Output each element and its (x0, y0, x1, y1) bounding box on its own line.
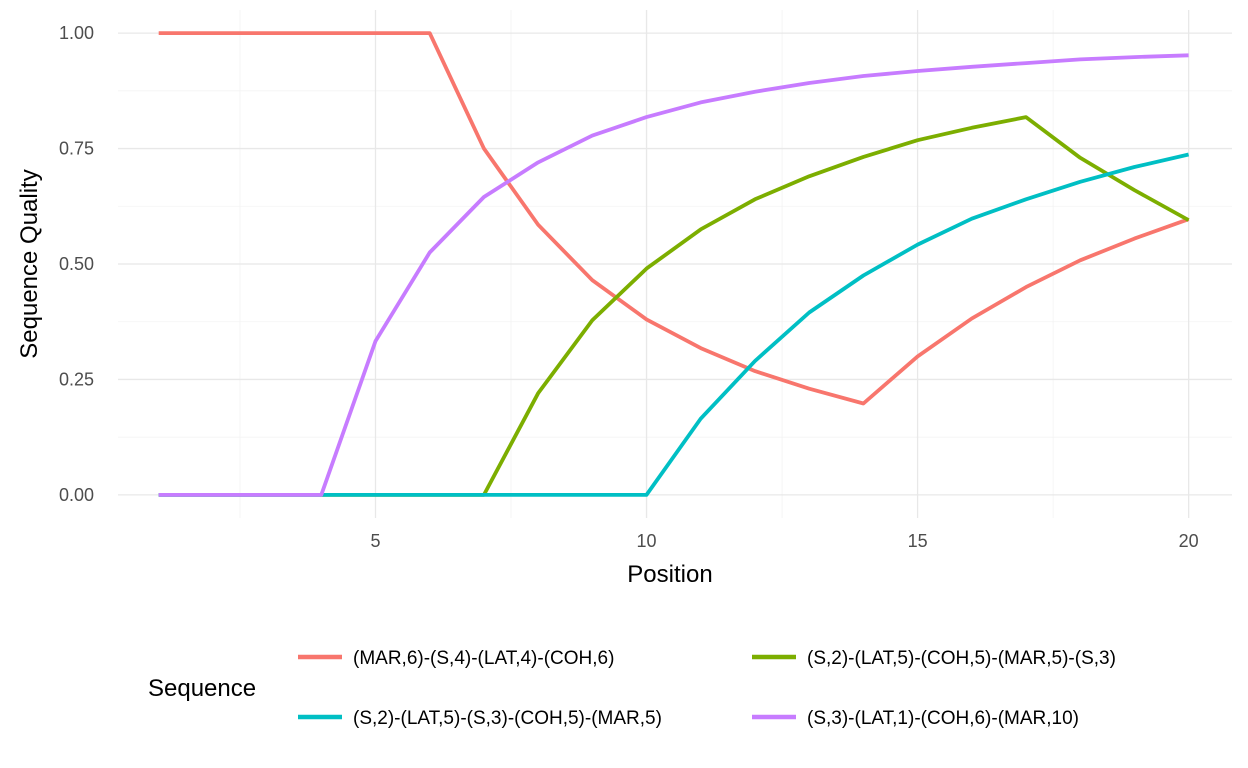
legend-label-3: (S,2)-(LAT,5)-(S,3)-(COH,5)-(MAR,5) (353, 708, 662, 729)
legend-label-4: (S,3)-(LAT,1)-(COH,6)-(MAR,10) (807, 708, 1079, 729)
legend-label-2: (S,2)-(LAT,5)-(COH,5)-(MAR,5)-(S,3) (807, 648, 1116, 669)
legend-label-1: (MAR,6)-(S,4)-(LAT,4)-(COH,6) (353, 648, 614, 669)
series-line-4 (158, 53, 1189, 497)
series-line-1 (158, 31, 1190, 406)
x-axis-title: Position (627, 561, 712, 588)
y-tick-label: 0.75 (59, 139, 94, 159)
series-line-3 (158, 152, 1190, 497)
y-tick-label: 0.25 (59, 369, 94, 389)
x-tick-label: 10 (637, 531, 657, 551)
x-tick-label: 15 (908, 531, 928, 551)
y-tick-label: 0.50 (59, 254, 94, 274)
legend: (MAR,6)-(S,4)-(LAT,4)-(COH,6) (S,2)-(LAT,… (298, 648, 1116, 729)
series-lines (158, 31, 1190, 497)
y-axis-title: Sequence Quality (16, 169, 43, 358)
legend-title: Sequence (148, 675, 256, 702)
x-tick-label: 20 (1179, 531, 1199, 551)
y-axis-ticks: 0.00 0.25 0.50 0.75 1.00 (59, 23, 94, 505)
grid (118, 10, 1232, 518)
y-tick-label: 1.00 (59, 23, 94, 43)
x-tick-label: 5 (370, 531, 380, 551)
x-axis-ticks: 5 10 15 20 (370, 531, 1198, 551)
y-tick-label: 0.00 (59, 485, 94, 505)
series-line-2 (158, 115, 1190, 497)
